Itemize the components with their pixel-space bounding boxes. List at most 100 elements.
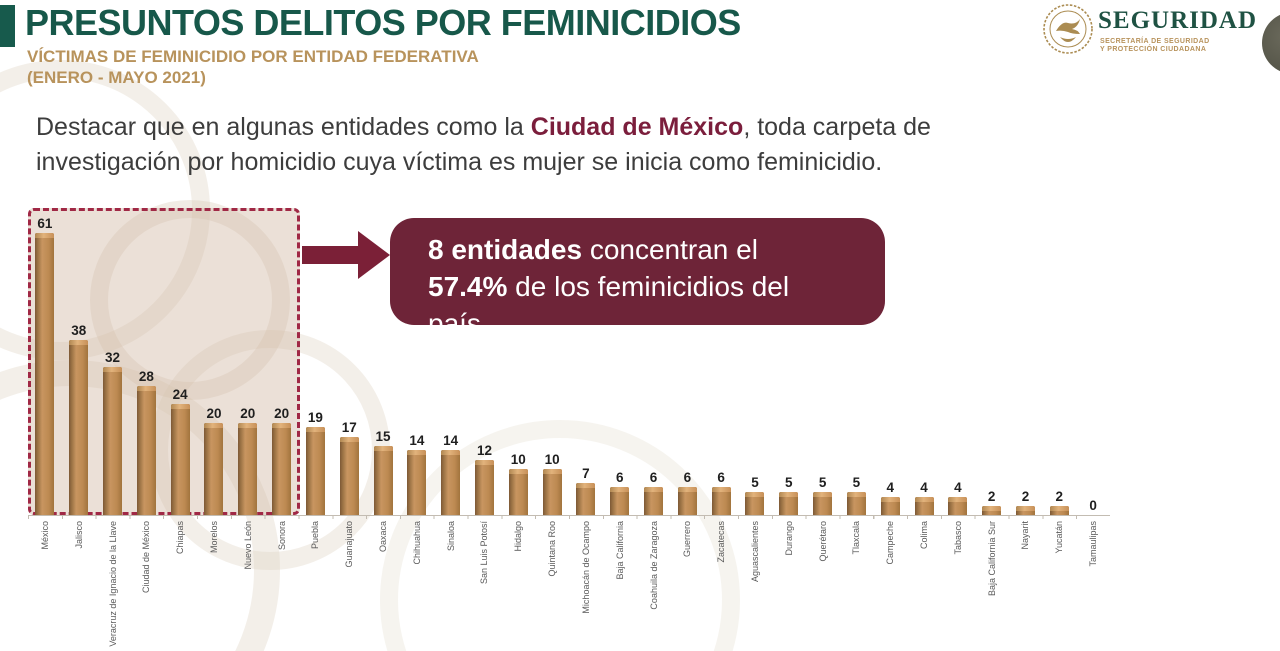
- bar-column: 2 Yucatán: [1042, 195, 1076, 650]
- callout-box: 8 entidades concentran el 57.4% de los f…: [390, 218, 885, 325]
- x-axis-label: Jalisco: [73, 521, 84, 549]
- bar-quintana-roo: [542, 469, 562, 515]
- bar-michoacán-de-ocampo: [576, 483, 596, 515]
- bar-column: 5 Aguascalientes: [738, 195, 772, 650]
- x-axis-label: Baja California: [614, 521, 625, 580]
- bar-value-label: 6: [615, 470, 624, 485]
- x-axis-label: Morelos: [208, 521, 219, 554]
- x-axis-label: Coahuila de Zaragoza: [648, 521, 659, 610]
- bar-value-label: 24: [172, 387, 188, 402]
- x-axis-label: Puebla: [310, 521, 321, 550]
- bar-column: 10 Hidalgo: [501, 195, 535, 650]
- x-axis-label: Tamaulipas: [1088, 521, 1099, 567]
- bar-value-label: 14: [443, 433, 459, 448]
- bar-value-label: 0: [1089, 498, 1097, 513]
- seguridad-caption: SECRETARÍA DE SEGURIDAD Y PROTECCIÓN CIU…: [1100, 38, 1210, 54]
- bar-coahuila-de-zaragoza: [644, 487, 664, 515]
- bar-nuevo-león: [238, 423, 258, 515]
- bar-baja-california-sur: [982, 506, 1002, 515]
- x-axis-label: Michoacán de Ocampo: [580, 521, 591, 614]
- seguridad-wordmark: SEGURIDAD: [1098, 7, 1258, 34]
- x-axis-label: Sinaloa: [445, 521, 456, 552]
- bar-value-label: 2: [987, 489, 996, 504]
- bar-guanajuato: [339, 437, 359, 515]
- chart-subtitle-line2: (ENERO - MAYO 2021): [27, 68, 206, 87]
- bar-campeche: [880, 497, 900, 515]
- chart-subtitle-line1: VÍCTIMAS DE FEMINICIDIO POR ENTIDAD FEDE…: [27, 47, 479, 66]
- bar-column: 14 Chihuahua: [400, 195, 434, 650]
- bar-value-label: 19: [307, 410, 323, 425]
- bar-jalisco: [69, 340, 89, 515]
- x-axis-label: Hidalgo: [513, 521, 524, 552]
- callout-line3: país: [428, 308, 481, 325]
- bar-value-label: 14: [409, 433, 425, 448]
- bar-puebla: [305, 427, 325, 515]
- x-axis-label: Zacatecas: [716, 521, 727, 563]
- x-axis-label: Sonora: [276, 521, 287, 551]
- x-axis-label: Aguascalientes: [749, 521, 760, 583]
- bar-aguascalientes: [745, 492, 765, 515]
- bar-value-label: 32: [105, 350, 121, 365]
- bar-column: 24 Chiapas: [163, 195, 197, 650]
- bar-value-label: 5: [785, 475, 793, 490]
- bar-column: 2 Baja California Sur: [975, 195, 1009, 650]
- partial-seal-icon: [1262, 12, 1280, 74]
- bar-value-label: 5: [751, 475, 759, 490]
- intro-paragraph: Destacar que en algunas entidades como l…: [36, 110, 1136, 180]
- callout-line2: 57.4% de los feminicidios del: [428, 271, 790, 302]
- x-axis-label: Tlaxcala: [851, 521, 862, 555]
- bar-value-label: 15: [375, 429, 391, 444]
- bar-value-label: 38: [71, 323, 87, 338]
- x-axis-label: Oaxaca: [378, 521, 389, 553]
- bar-value-label: 2: [1021, 489, 1030, 504]
- seguridad-seal-icon: [1042, 3, 1094, 55]
- x-axis-label: Guerrero: [682, 521, 693, 558]
- bar-value-label: 6: [717, 470, 725, 485]
- x-axis-line: [28, 515, 1110, 516]
- bar-nayarit: [1015, 506, 1035, 515]
- bar-column: 4 Campeche: [873, 195, 907, 650]
- bar-value-label: 4: [954, 480, 962, 495]
- bar-column: 6 Coahuila de Zaragoza: [637, 195, 671, 650]
- x-axis-label: Baja California Sur: [986, 521, 997, 597]
- x-axis-label: Ciudad de México: [141, 521, 152, 594]
- x-axis-label: Querétaro: [817, 521, 828, 562]
- callout-line1: 8 entidades concentran el: [428, 234, 758, 265]
- bar-ciudad-de-méxico: [136, 386, 156, 515]
- x-axis-label: San Luis Potosí: [479, 521, 490, 585]
- bar-value-label: 20: [240, 406, 256, 421]
- bar-column: 6 Baja California: [603, 195, 637, 650]
- bar-tabasco: [948, 497, 968, 515]
- bar-column: 10 Quintana Roo: [535, 195, 569, 650]
- x-axis-label: Chihuahua: [411, 521, 422, 565]
- x-axis-label: Nayarit: [1020, 521, 1031, 550]
- x-axis-label: México: [39, 521, 50, 550]
- x-axis-label: Colima: [919, 521, 930, 550]
- bar-value-label: 61: [37, 216, 53, 231]
- arrow-right-icon: [302, 231, 392, 279]
- bar-value-label: 20: [274, 406, 290, 421]
- bar-column: 2 Nayarit: [1009, 195, 1043, 650]
- x-axis-label: Tabasco: [952, 521, 963, 555]
- bar-column: 20 Sonora: [265, 195, 299, 650]
- bar-column: 19 Puebla: [299, 195, 333, 650]
- x-axis-label: Nuevo León: [242, 521, 253, 570]
- seguridad-caption-line2: Y PROTECCIÓN CIUDADANA: [1100, 46, 1207, 53]
- bar-méxico: [35, 233, 55, 515]
- bar-durango: [779, 492, 799, 515]
- intro-line1: Destacar que en algunas entidades como l…: [36, 113, 931, 141]
- bar-value-label: 10: [544, 452, 560, 467]
- bar-value-label: 6: [649, 470, 658, 485]
- bar-column: 17 Guanajuato: [332, 195, 366, 650]
- bar-chart: 61 México 38 Jalisco 32 Veracruz de Ignacio d…: [28, 195, 1110, 650]
- bar-value-label: 5: [852, 475, 861, 490]
- bar-column: 7 Michoacán de Ocampo: [569, 195, 603, 650]
- bar-morelos: [204, 423, 224, 515]
- bar-sonora: [272, 423, 292, 515]
- x-axis-label: Chiapas: [175, 521, 186, 555]
- page-title: PRESUNTOS DELITOS POR FEMINICIDIOS: [25, 2, 741, 43]
- bar-column: 32 Veracruz de Ignacio de la Llave: [96, 195, 130, 650]
- x-axis-label: Quintana Roo: [547, 521, 558, 577]
- bar-column: 5 Tlaxcala: [840, 195, 874, 650]
